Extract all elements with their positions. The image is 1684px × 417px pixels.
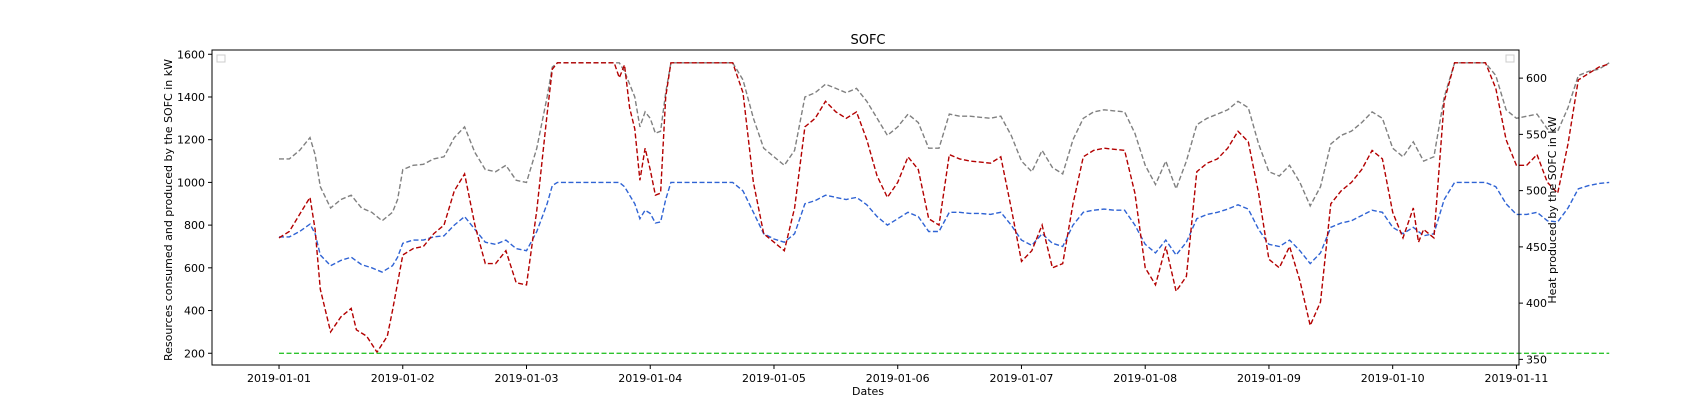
series-line-1 [279, 62, 1610, 222]
legend-box-left [216, 54, 226, 63]
plot-frame [211, 49, 1520, 366]
right-tick-label: 600 [1526, 72, 1547, 85]
left-axis: 200 400 600 800 1000 1200 1400 1600 [177, 48, 212, 360]
left-tick-label: 1000 [177, 176, 205, 189]
x-axis-label: Dates [852, 385, 884, 398]
right-tick-label: 500 [1526, 185, 1547, 198]
left-tick-label: 800 [184, 219, 205, 232]
x-tick-label: 2019-01-10 [1361, 372, 1425, 385]
x-tick-label: 2019-01-01 [247, 372, 311, 385]
x-tick-label: 2019-01-08 [1113, 372, 1177, 385]
left-tick-label: 400 [184, 305, 205, 318]
x-tick-label: 2019-01-09 [1237, 372, 1301, 385]
right-tick-label: 400 [1526, 297, 1547, 310]
legend-box-right [1505, 54, 1515, 63]
series-line-2 [279, 181, 1610, 273]
right-tick-label: 550 [1526, 128, 1547, 141]
left-tick-label: 600 [184, 262, 205, 275]
left-tick-label: 1400 [177, 91, 205, 104]
right-axis: 350 400 450 500 550 600 [1519, 72, 1547, 366]
x-tick-label: 2019-01-03 [495, 372, 559, 385]
x-tick-label: 2019-01-11 [1484, 372, 1548, 385]
left-axis-label: Resources consumed and produced by the S… [162, 59, 175, 361]
x-tick-label: 2019-01-04 [618, 372, 682, 385]
right-axis-label: Heat produced by the SOFC in kW [1546, 116, 1559, 303]
x-axis: 2019-01-01 2019-01-02 2019-01-03 2019-01-04… [247, 365, 1548, 385]
x-tick-label: 2019-01-06 [866, 372, 930, 385]
left-tick-label: 200 [184, 347, 205, 360]
left-tick-label: 1600 [177, 48, 205, 61]
right-tick-label: 350 [1526, 353, 1547, 366]
series-layer [278, 62, 1610, 354]
chart-title: SOFC [850, 33, 885, 48]
left-tick-label: 1200 [177, 134, 205, 147]
x-tick-label: 2019-01-02 [371, 372, 435, 385]
x-tick-label: 2019-01-05 [742, 372, 806, 385]
series-line-3 [278, 62, 1610, 354]
x-tick-label: 2019-01-07 [989, 372, 1053, 385]
right-tick-label: 450 [1526, 241, 1547, 254]
